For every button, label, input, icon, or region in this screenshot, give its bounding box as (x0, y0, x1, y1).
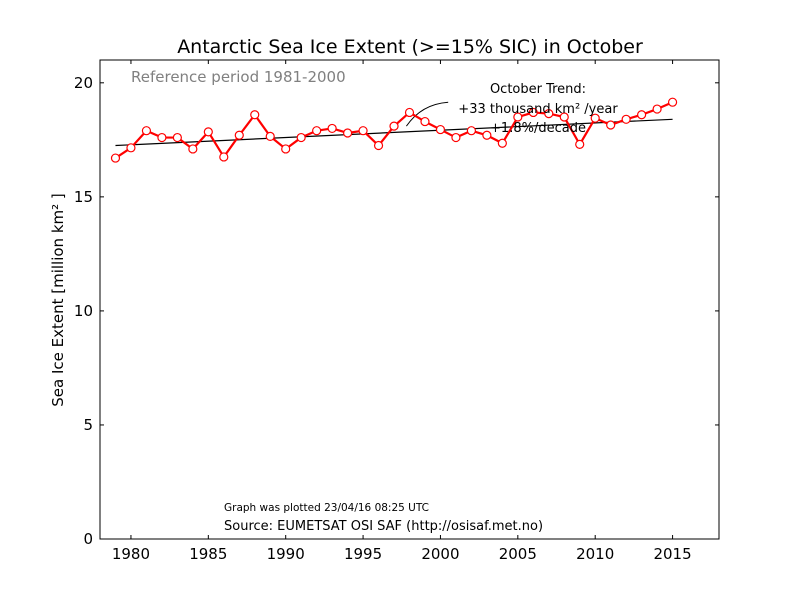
data-point (157, 132, 167, 143)
data-point (590, 113, 600, 123)
y-tick-label: 20 (74, 74, 93, 92)
data-point (466, 126, 476, 136)
data-point (203, 127, 213, 137)
x-tick-label: 1990 (267, 545, 305, 563)
data-point (343, 128, 353, 138)
annotation-arrow (405, 101, 449, 127)
data-point (389, 121, 399, 131)
data-point (637, 110, 647, 120)
data-point (667, 97, 678, 107)
data-point (482, 130, 492, 140)
y-axis-label: Sea Ice Extent [million km² ] (49, 193, 67, 407)
source-credit: Source: EUMETSAT OSI SAF (http://osisaf.… (224, 519, 543, 534)
data-point (141, 126, 152, 136)
plotted-timestamp: Graph was plotted 23/04/16 08:25 UTC (224, 502, 429, 514)
plot-frame (99, 59, 720, 540)
data-point (513, 112, 523, 122)
data-point (621, 114, 631, 124)
x-tick-label: 1995 (344, 545, 382, 563)
trend-annotation-line3: +1.8%/decade (490, 121, 586, 136)
x-tick-label: 2005 (499, 545, 537, 563)
y-tick-label: 10 (74, 302, 93, 320)
data-point (281, 144, 291, 154)
y-tick-label: 15 (74, 188, 93, 206)
data-point (296, 132, 306, 143)
x-tick-label: 1980 (112, 545, 150, 563)
data-point (234, 130, 244, 140)
x-tick-label: 2000 (421, 545, 459, 563)
data-point (528, 107, 538, 118)
x-tick-label: 1985 (189, 545, 227, 563)
chart-marks: 1980 1985 1990 1995 2000 2005 2010 2015 0 5 10 15 20 (74, 59, 720, 563)
data-point (451, 132, 461, 143)
data-point (110, 153, 121, 163)
data-point (327, 123, 337, 134)
data-point (435, 124, 446, 135)
data-point (404, 107, 415, 118)
data-point (420, 116, 430, 127)
data-point (373, 140, 384, 151)
data-point (559, 112, 569, 122)
data-point (188, 144, 198, 154)
data-point (219, 152, 229, 162)
data-point (172, 132, 182, 143)
data-point (250, 110, 260, 120)
data-point (652, 104, 662, 114)
trend-line (115, 118, 673, 147)
x-tick-label: 2015 (653, 545, 691, 563)
data-point (575, 139, 585, 149)
data-point (606, 120, 616, 130)
x-tick-label: 2010 (576, 545, 614, 563)
y-tick-label: 5 (83, 416, 93, 434)
trend-annotation-line1: October Trend: (490, 82, 586, 97)
data-point (544, 109, 554, 119)
reference-period-text: Reference period 1981-2000 (131, 68, 346, 86)
data-point (358, 126, 368, 136)
y-tick-label: 0 (83, 530, 93, 548)
data-point (497, 138, 507, 148)
data-point (312, 126, 322, 136)
data-point (126, 143, 136, 153)
data-point (265, 131, 275, 142)
trend-annotation-line2: +33 thousand km² /year (458, 102, 618, 117)
chart-title: Antarctic Sea Ice Extent (>=15% SIC) in … (177, 36, 643, 58)
